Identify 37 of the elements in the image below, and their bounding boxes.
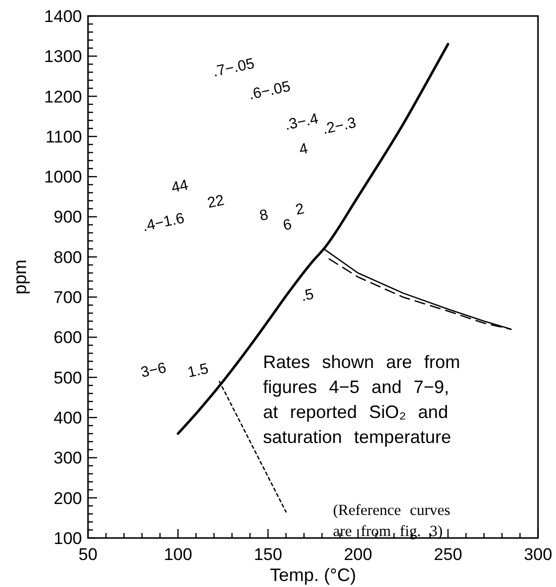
y-tick-label: 1000	[44, 168, 82, 187]
y-tick-label: 600	[54, 328, 82, 348]
x-tick-label: 300	[524, 545, 552, 564]
y-tick-label: 100	[54, 528, 82, 548]
annotation: .3−.4	[283, 110, 320, 134]
x-tick-label: 250	[434, 545, 462, 564]
y-tick-label: 900	[54, 208, 82, 227]
y-tick-label: 200	[54, 488, 82, 508]
y-tick-label: 300	[54, 448, 82, 468]
y-tick-label: 400	[54, 408, 82, 428]
y-tick-label: 1300	[44, 47, 82, 66]
annotation: .6−.05	[247, 78, 292, 104]
annotation: .5	[299, 286, 316, 306]
y-tick-label: 1200	[44, 87, 82, 106]
y-tick-label: 800	[54, 248, 82, 267]
x-axis-title: Temp. (°C)	[270, 565, 356, 585]
y-axis-title: ppm	[10, 259, 30, 295]
x-tick-label: 200	[344, 545, 372, 564]
annotation: .2−.3	[321, 114, 358, 138]
annotation: 8	[258, 206, 270, 225]
annotation: 44	[170, 176, 190, 197]
annotation: .4−1.6	[141, 210, 186, 236]
annotation: Rates shown are from figures 4−5 and 7−9, at reported SiO₂ and saturation temperature	[263, 352, 460, 447]
y-tick-label: 700	[54, 288, 82, 308]
y-tick-label: 1400	[44, 6, 82, 26]
x-tick-label: 150	[254, 545, 282, 564]
annotation: .7−.05	[211, 55, 256, 81]
annotation: 2	[294, 200, 306, 219]
x-tick-label: 50	[78, 545, 98, 564]
y-tick-label: 1100	[45, 127, 82, 146]
annotation: 4	[298, 140, 310, 158]
annotation: 6	[281, 216, 294, 234]
x-tick-label: 100	[164, 545, 192, 564]
annotation: 3−6	[139, 359, 168, 382]
annotation: 22	[206, 192, 226, 212]
annotation: 1.5	[186, 360, 210, 382]
y-tick-label: 500	[54, 368, 82, 388]
